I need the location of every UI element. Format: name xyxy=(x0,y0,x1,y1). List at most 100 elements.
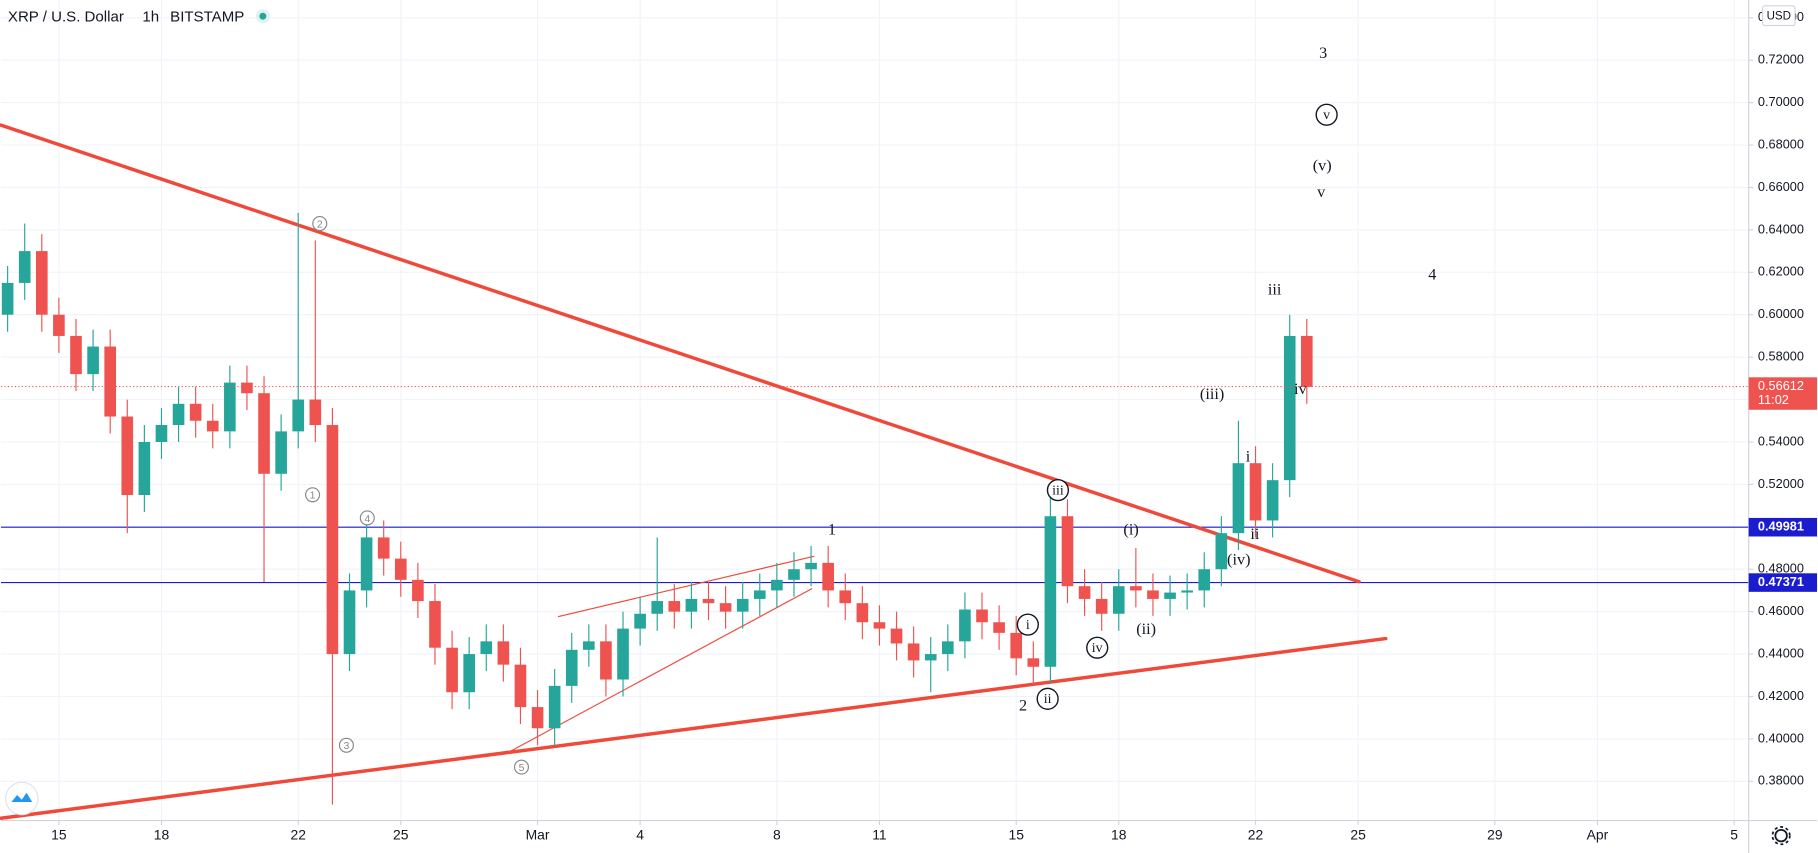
wave-label-circle xyxy=(338,737,354,753)
x-tick-label: Apr xyxy=(1587,826,1609,842)
candle-body xyxy=(35,251,48,315)
last-price-label: 0.56612 xyxy=(1758,378,1804,393)
candle-body xyxy=(121,416,134,496)
candle-body xyxy=(1147,590,1159,599)
currency-badge[interactable]: USD xyxy=(1762,5,1796,27)
wave-label-text: i xyxy=(1246,447,1251,465)
candle-body xyxy=(702,598,715,604)
candle-body xyxy=(206,420,219,432)
wave-label-text: (ii) xyxy=(1136,620,1156,638)
interval: 1h xyxy=(142,8,159,25)
y-tick-label: 0.48000 xyxy=(1758,561,1804,576)
candle-body xyxy=(1266,480,1279,521)
wave-label: 3 xyxy=(338,737,354,753)
candle-body xyxy=(172,403,185,426)
x-tick-label: Mar xyxy=(526,826,550,842)
settings-button[interactable] xyxy=(1771,826,1791,846)
x-tick-label: 29 xyxy=(1487,826,1503,842)
candle-body xyxy=(326,425,339,655)
candle-body xyxy=(617,628,629,680)
candle-body xyxy=(241,382,253,394)
candle-body xyxy=(531,707,544,729)
candle-body xyxy=(224,382,236,432)
candle-body xyxy=(1215,533,1228,570)
candle-body xyxy=(907,643,920,661)
plot-area: 3v(v)v4iii(iii)iivii(iv)12(i)(ii)iiiiiii… xyxy=(0,44,1749,820)
candle-body xyxy=(18,251,31,283)
x-tick-label: 15 xyxy=(1008,826,1024,842)
wave-label-text: 2 xyxy=(1019,697,1027,715)
wave-label-text: 1 xyxy=(310,491,316,502)
candle-body xyxy=(53,314,65,336)
candle-body xyxy=(753,590,766,599)
candle-body xyxy=(788,569,800,580)
wave-label-text: ii xyxy=(1044,692,1052,707)
candle-body xyxy=(634,613,646,629)
countdown-label: 11:02 xyxy=(1758,392,1789,407)
wave-label: i xyxy=(1246,447,1251,465)
candle-body xyxy=(1027,658,1040,667)
candle-body xyxy=(377,537,390,559)
y-tick-label: 0.60000 xyxy=(1758,306,1804,321)
wave-label-text: 1 xyxy=(828,521,836,539)
x-tick-label: 18 xyxy=(1111,826,1127,842)
candle-body xyxy=(446,647,458,693)
y-tick-label: 0.64000 xyxy=(1758,221,1804,236)
wave-label: iv xyxy=(1086,636,1109,659)
wave-label-text: 5 xyxy=(519,763,525,774)
wave-label-circle xyxy=(1086,636,1109,659)
wave-label: (iv) xyxy=(1227,551,1250,569)
y-tick-label: 0.58000 xyxy=(1758,349,1804,364)
x-tick-label: 5 xyxy=(1730,826,1738,842)
candle-body xyxy=(959,609,971,642)
wave-label: v xyxy=(1315,103,1338,126)
candle-body xyxy=(343,590,356,655)
level-label-box xyxy=(1748,573,1818,592)
wave-label: (v) xyxy=(1313,157,1332,175)
wave-label-text: iii xyxy=(1268,280,1282,298)
candle-body xyxy=(548,685,561,729)
candle-body xyxy=(463,654,475,693)
gear-ring xyxy=(1774,828,1788,843)
x-tick-label: 22 xyxy=(290,826,306,842)
x-tick-label: 18 xyxy=(154,826,170,842)
candle-body xyxy=(805,562,817,570)
y-tick-label: 0.66000 xyxy=(1758,179,1804,194)
candle-body xyxy=(480,641,493,655)
candle-body xyxy=(1130,586,1142,591)
exchange: BITSTAMP xyxy=(170,8,244,25)
x-tick-label: 11 xyxy=(872,826,887,842)
candle-body xyxy=(292,399,305,432)
trendline xyxy=(0,123,1361,584)
x-tick-label: 15 xyxy=(51,826,67,842)
wave-label: 3 xyxy=(1319,44,1327,62)
wave-label-circle xyxy=(305,487,321,503)
candle-body xyxy=(412,579,424,602)
wave-label-text: 4 xyxy=(1428,265,1436,283)
y-tick-label: 0.46000 xyxy=(1758,603,1804,618)
logo-mark xyxy=(11,792,33,803)
wave-label-circle xyxy=(312,216,328,232)
tradingview-logo[interactable] xyxy=(5,781,39,816)
wave-label-text: 3 xyxy=(1319,44,1327,62)
trendline xyxy=(0,636,1388,820)
wave-label-circle xyxy=(1036,687,1059,710)
candle-body xyxy=(189,403,202,421)
candle-body xyxy=(651,601,664,614)
last-price-box xyxy=(1748,377,1818,410)
logo-circle xyxy=(5,781,39,816)
wave-label: (i) xyxy=(1123,521,1138,539)
candle-body xyxy=(924,654,937,661)
currency-box xyxy=(1762,5,1796,27)
candle-body xyxy=(583,641,595,650)
trendline xyxy=(510,588,813,752)
level-label-box xyxy=(1748,517,1818,537)
y-tick-label: 0.62000 xyxy=(1758,264,1804,279)
axes: 0.38000 0.40000 0.42000 0.44000 0.46000 0.480… xyxy=(51,9,1818,842)
candle-body xyxy=(1010,632,1023,659)
wave-label-circle xyxy=(359,510,375,526)
wave-label: i xyxy=(1016,613,1039,636)
candle-body xyxy=(856,603,869,623)
wave-label-text: i xyxy=(1026,618,1030,633)
